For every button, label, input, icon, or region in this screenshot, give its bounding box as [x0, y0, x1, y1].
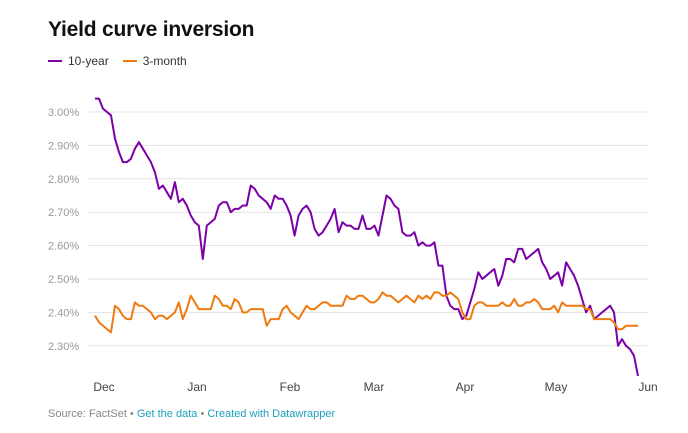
chart-title: Yield curve inversion: [48, 18, 255, 41]
y-tick-label: 2.40%: [48, 307, 79, 319]
x-tick-label: Mar: [364, 380, 385, 394]
y-tick-label: 2.60%: [48, 241, 79, 253]
legend-item-3-month: 3-month: [122, 54, 187, 68]
footer: Source: FactSet • Get the data • Created…: [48, 408, 335, 420]
footer-separator: •: [197, 408, 208, 420]
legend-swatch-10-year: [48, 60, 62, 62]
x-tick-label: Feb: [280, 380, 301, 394]
legend-item-10-year: 10-year: [48, 54, 109, 68]
source-text: Source: FactSet: [48, 408, 127, 420]
legend-label-10-year: 10-year: [68, 54, 109, 68]
x-tick-label: Apr: [456, 380, 475, 394]
y-tick-label: 2.30%: [48, 341, 79, 353]
y-tick-label: 2.80%: [48, 174, 79, 186]
footer-separator: •: [126, 408, 137, 420]
series-line-3-month: [94, 291, 638, 334]
datawrapper-link[interactable]: Created with Datawrapper: [207, 408, 336, 420]
series-line-10-year: [95, 97, 639, 377]
x-tick-label: May: [545, 380, 568, 394]
line-chart: 3.00% 2.90% 2.80% 2.70% 2.60% 2.50% 2.40% 2.30%…: [48, 97, 658, 394]
y-tick-label: 2.70%: [48, 207, 79, 219]
x-tick-label: Jun: [638, 380, 657, 394]
legend-swatch-3-month: [122, 60, 137, 62]
get-the-data-link[interactable]: Get the data: [136, 408, 198, 420]
x-tick-label: Jan: [187, 380, 206, 394]
y-tick-label: 2.90%: [48, 140, 79, 152]
y-tick-label: 2.50%: [48, 274, 79, 286]
legend-label-3-month: 3-month: [142, 54, 187, 68]
legend: 10-year 3-month: [48, 54, 187, 68]
x-tick-label: Dec: [93, 380, 114, 394]
y-tick-label: 3.00%: [48, 107, 79, 119]
